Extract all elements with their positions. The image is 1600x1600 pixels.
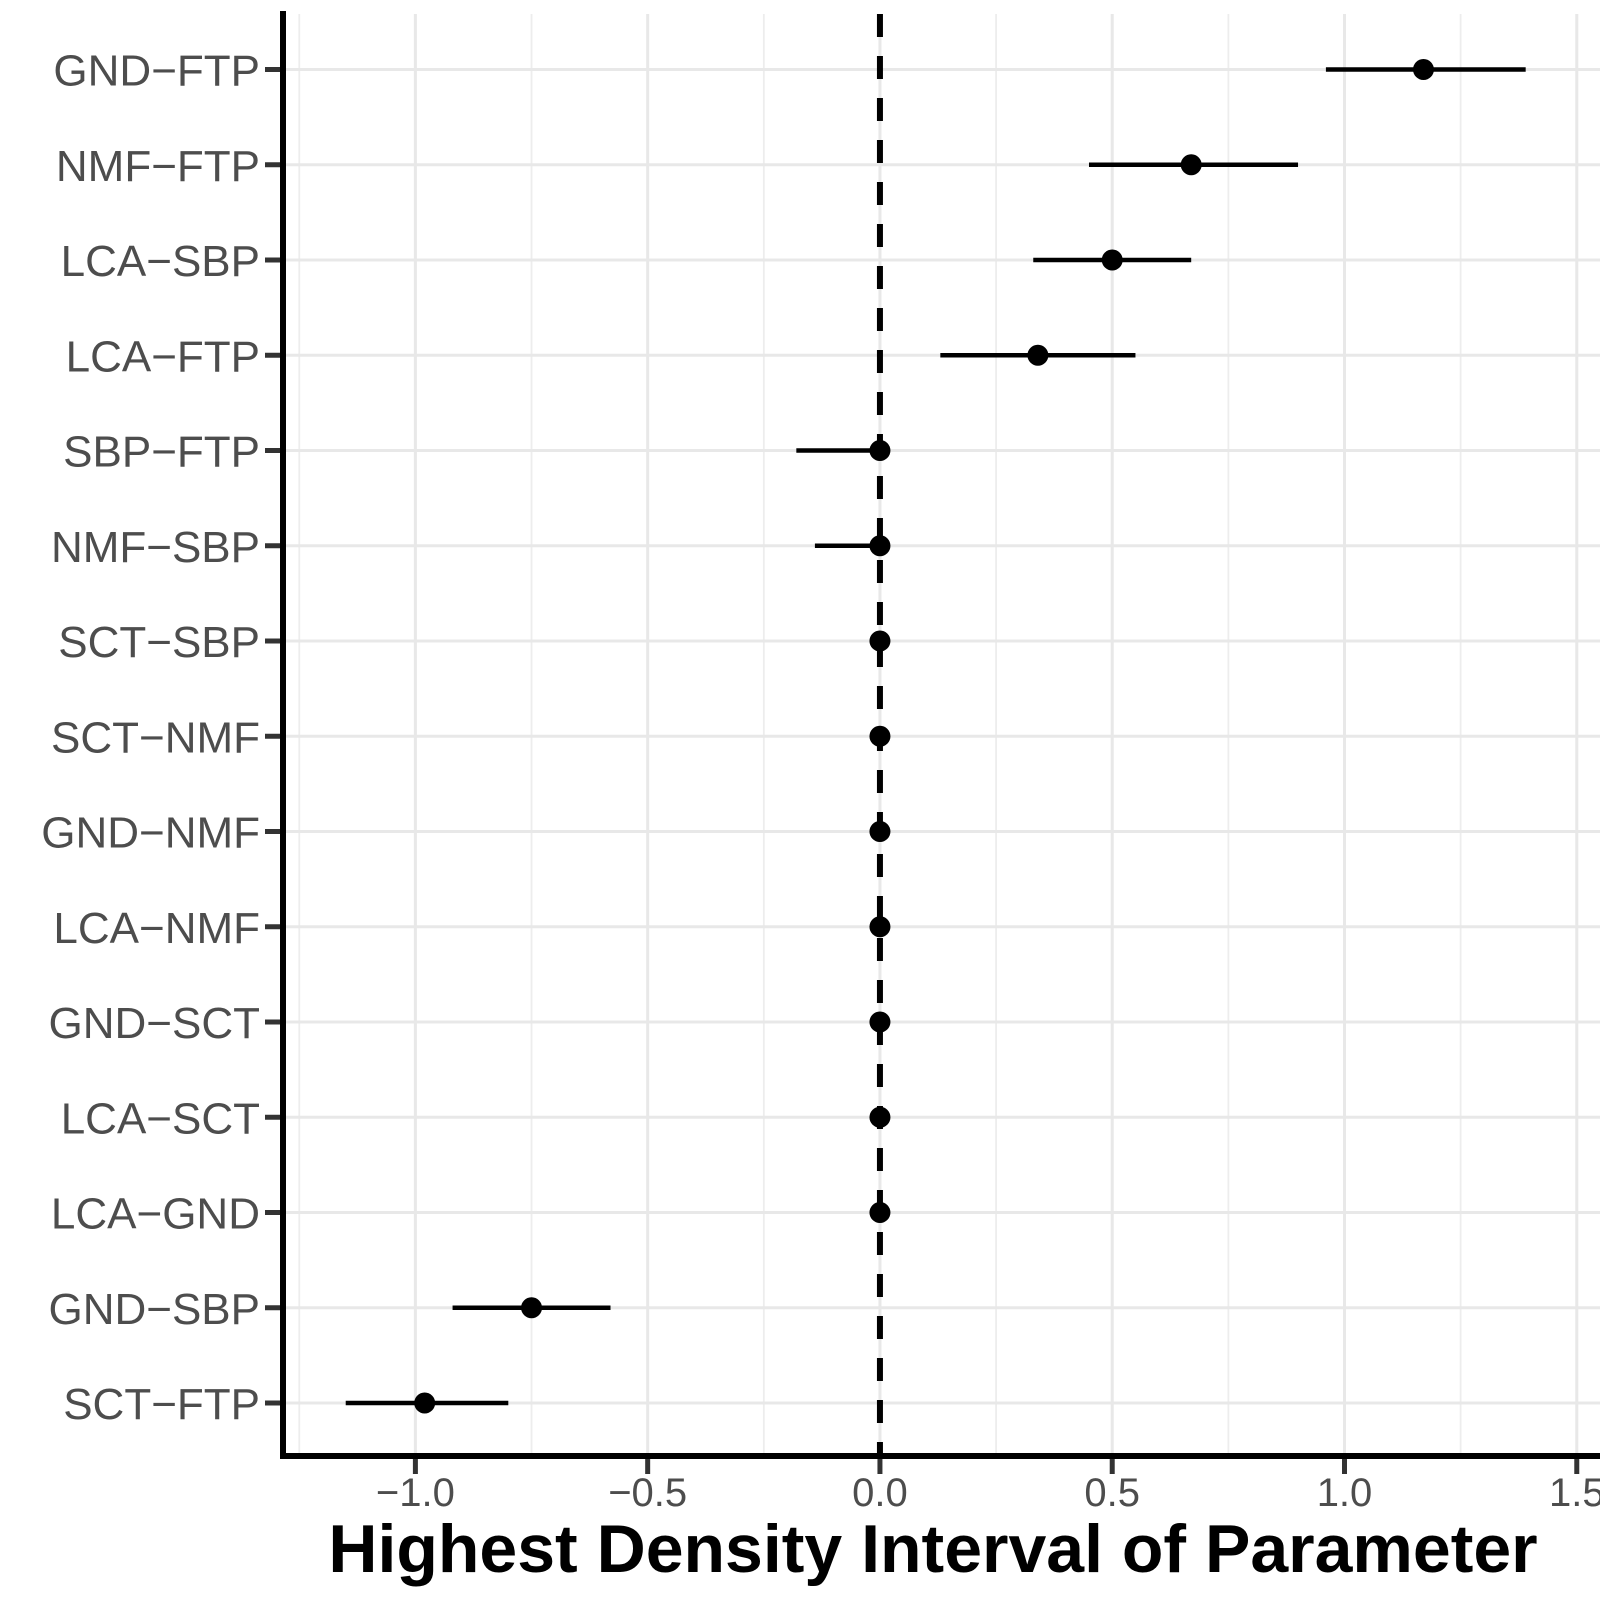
point-estimate — [869, 535, 891, 557]
y-tick-label: SCT−SBP — [58, 618, 260, 667]
y-tick-label: GND−NMF — [41, 809, 260, 858]
point-estimate — [414, 1392, 436, 1414]
data-layer — [345, 59, 1526, 1414]
x-tick-label: 0.0 — [852, 1471, 908, 1515]
point-estimate — [1180, 154, 1202, 176]
point-estimate — [1101, 249, 1123, 271]
y-tick-label: LCA−FTP — [66, 332, 260, 381]
x-tick-label: 1.5 — [1549, 1471, 1600, 1515]
y-tick-label: LCA−NMF — [53, 904, 260, 953]
y-tick-label: GND−SBP — [48, 1285, 260, 1334]
point-estimate — [1027, 344, 1049, 366]
y-tick-label: NMF−SBP — [51, 523, 260, 572]
labels-layer: −1.0 −0.5 0.0 0.5 1.0 1.5 GND−FTP NMF−FTP LCA−SB… — [41, 47, 1600, 1516]
x-tick-label: −1.0 — [376, 1471, 455, 1515]
y-tick-label: LCA−SCT — [61, 1094, 260, 1143]
y-tick-label: GND−SCT — [49, 999, 260, 1048]
point-estimate — [521, 1297, 543, 1319]
point-estimate — [869, 821, 891, 842]
point-estimate — [869, 1202, 891, 1223]
axes-layer — [265, 11, 1600, 1474]
x-tick-label: 0.5 — [1084, 1471, 1140, 1515]
point-estimate — [869, 630, 891, 652]
y-tick-label: NMF−FTP — [56, 142, 260, 191]
y-tick-label: SCT−NMF — [51, 713, 260, 762]
x-tick-label: 1.0 — [1317, 1471, 1373, 1515]
y-tick-label: LCA−SBP — [61, 237, 260, 286]
y-tick-label: LCA−GND — [51, 1190, 260, 1239]
point-estimate — [1412, 59, 1434, 80]
y-tick-label: SBP−FTP — [63, 428, 260, 477]
y-tick-label: SCT−FTP — [63, 1380, 260, 1429]
point-estimate — [869, 1106, 891, 1128]
point-estimate — [869, 440, 891, 461]
point-estimate — [869, 916, 891, 938]
x-tick-label: −0.5 — [608, 1471, 687, 1515]
grid-layer — [286, 14, 1600, 1453]
x-axis-title: Highest Density Interval of Parameter — [328, 1511, 1537, 1587]
point-estimate — [869, 725, 891, 747]
point-estimate — [869, 1011, 891, 1033]
y-tick-label: GND−FTP — [53, 47, 260, 96]
